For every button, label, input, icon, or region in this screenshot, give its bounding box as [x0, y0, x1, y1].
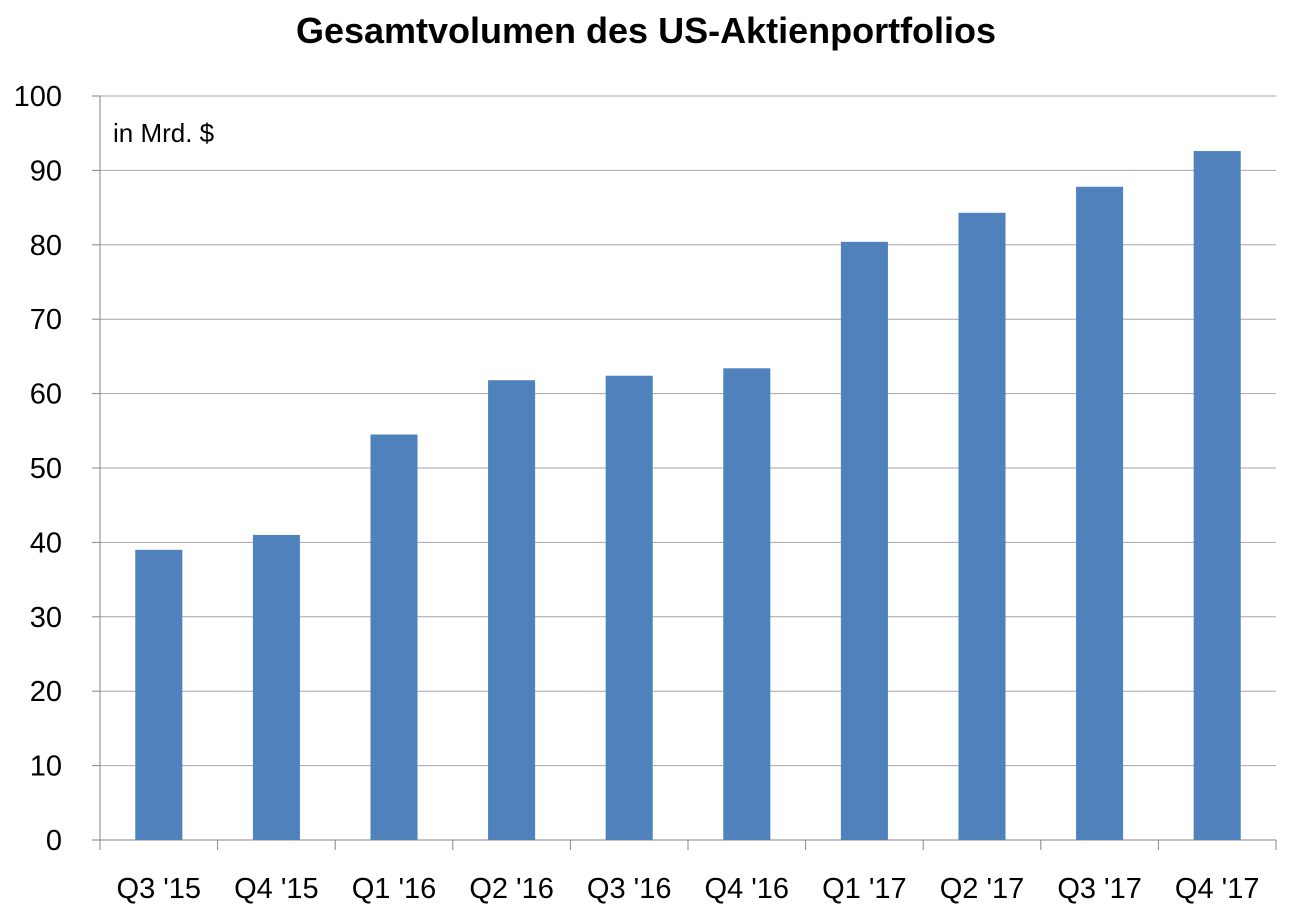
- y-tick-label: 50: [30, 453, 62, 485]
- x-tick-label: Q4 '16: [705, 873, 790, 905]
- bar: [840, 241, 888, 841]
- bar: [958, 212, 1006, 841]
- y-tick-label: 0: [46, 825, 62, 857]
- y-tick-label: 20: [30, 676, 62, 708]
- chart-title: Gesamtvolumen des US-Aktienportfolios: [295, 10, 997, 51]
- x-tick-label: Q4 '15: [234, 873, 319, 905]
- x-tick-label: Q2 '17: [940, 873, 1025, 905]
- y-tick-label: 40: [30, 527, 62, 559]
- bar: [723, 368, 771, 840]
- y-tick-label: 30: [30, 602, 62, 634]
- bar: [252, 534, 300, 840]
- unit-label: in Mrd. $: [113, 118, 215, 148]
- y-tick-label: 90: [30, 155, 62, 187]
- x-tick-label: Q3 '15: [117, 873, 202, 905]
- y-axis-ticks: 0 10 20 30 40 50 60 70 80 90 100: [14, 81, 62, 857]
- x-tick-label: Q4 '17: [1175, 873, 1260, 905]
- y-tick-label: 70: [30, 304, 62, 336]
- bar: [135, 549, 183, 840]
- x-tick-label: Q3 '16: [587, 873, 672, 905]
- x-tick-label: Q1 '17: [822, 873, 907, 905]
- y-tick-label: 80: [30, 230, 62, 262]
- bars: [135, 151, 1241, 841]
- y-tick-label: 100: [14, 81, 62, 113]
- bar: [488, 380, 536, 840]
- x-tick-label: Q3 '17: [1057, 873, 1142, 905]
- bar: [370, 434, 418, 840]
- bar: [1076, 186, 1124, 840]
- x-tick-label: Q2 '16: [469, 873, 554, 905]
- x-tick-label: Q1 '16: [352, 873, 437, 905]
- y-tick-label: 10: [30, 751, 62, 783]
- bar: [605, 375, 653, 840]
- x-axis-ticks: Q3 '15 Q4 '15 Q1 '16 Q2 '16 Q3 '16 Q4 '16 Q1 '…: [117, 873, 1260, 905]
- y-tick-label: 60: [30, 379, 62, 411]
- bar: [1193, 151, 1241, 840]
